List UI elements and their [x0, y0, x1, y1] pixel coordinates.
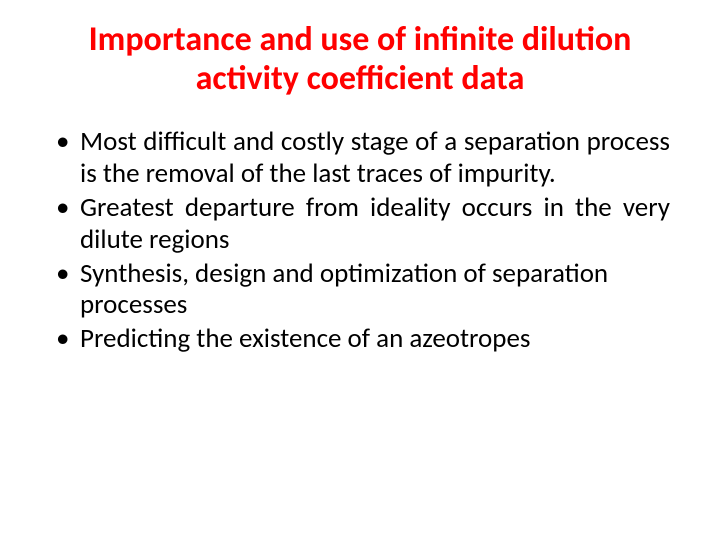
bullet-item: Most difficult and costly stage of a sep… — [80, 126, 670, 190]
bullet-text: Synthesis, design and optimization of se… — [80, 257, 608, 322]
bullet-item: Predicting the existence of an azeotrope… — [80, 323, 670, 355]
bullet-list: Most difficult and costly stage of a sep… — [50, 126, 670, 355]
bullet-item: Synthesis, design and optimization of se… — [80, 258, 670, 322]
bullet-text: Greatest departure from ideality occurs … — [80, 191, 670, 256]
slide-title: Importance and use of infinite dilution … — [50, 20, 670, 98]
bullet-text: Predicting the existence of an azeotrope… — [80, 322, 530, 355]
bullet-text: Most difficult and costly stage of a sep… — [80, 125, 670, 190]
bullet-item: Greatest departure from ideality occurs … — [80, 192, 670, 256]
